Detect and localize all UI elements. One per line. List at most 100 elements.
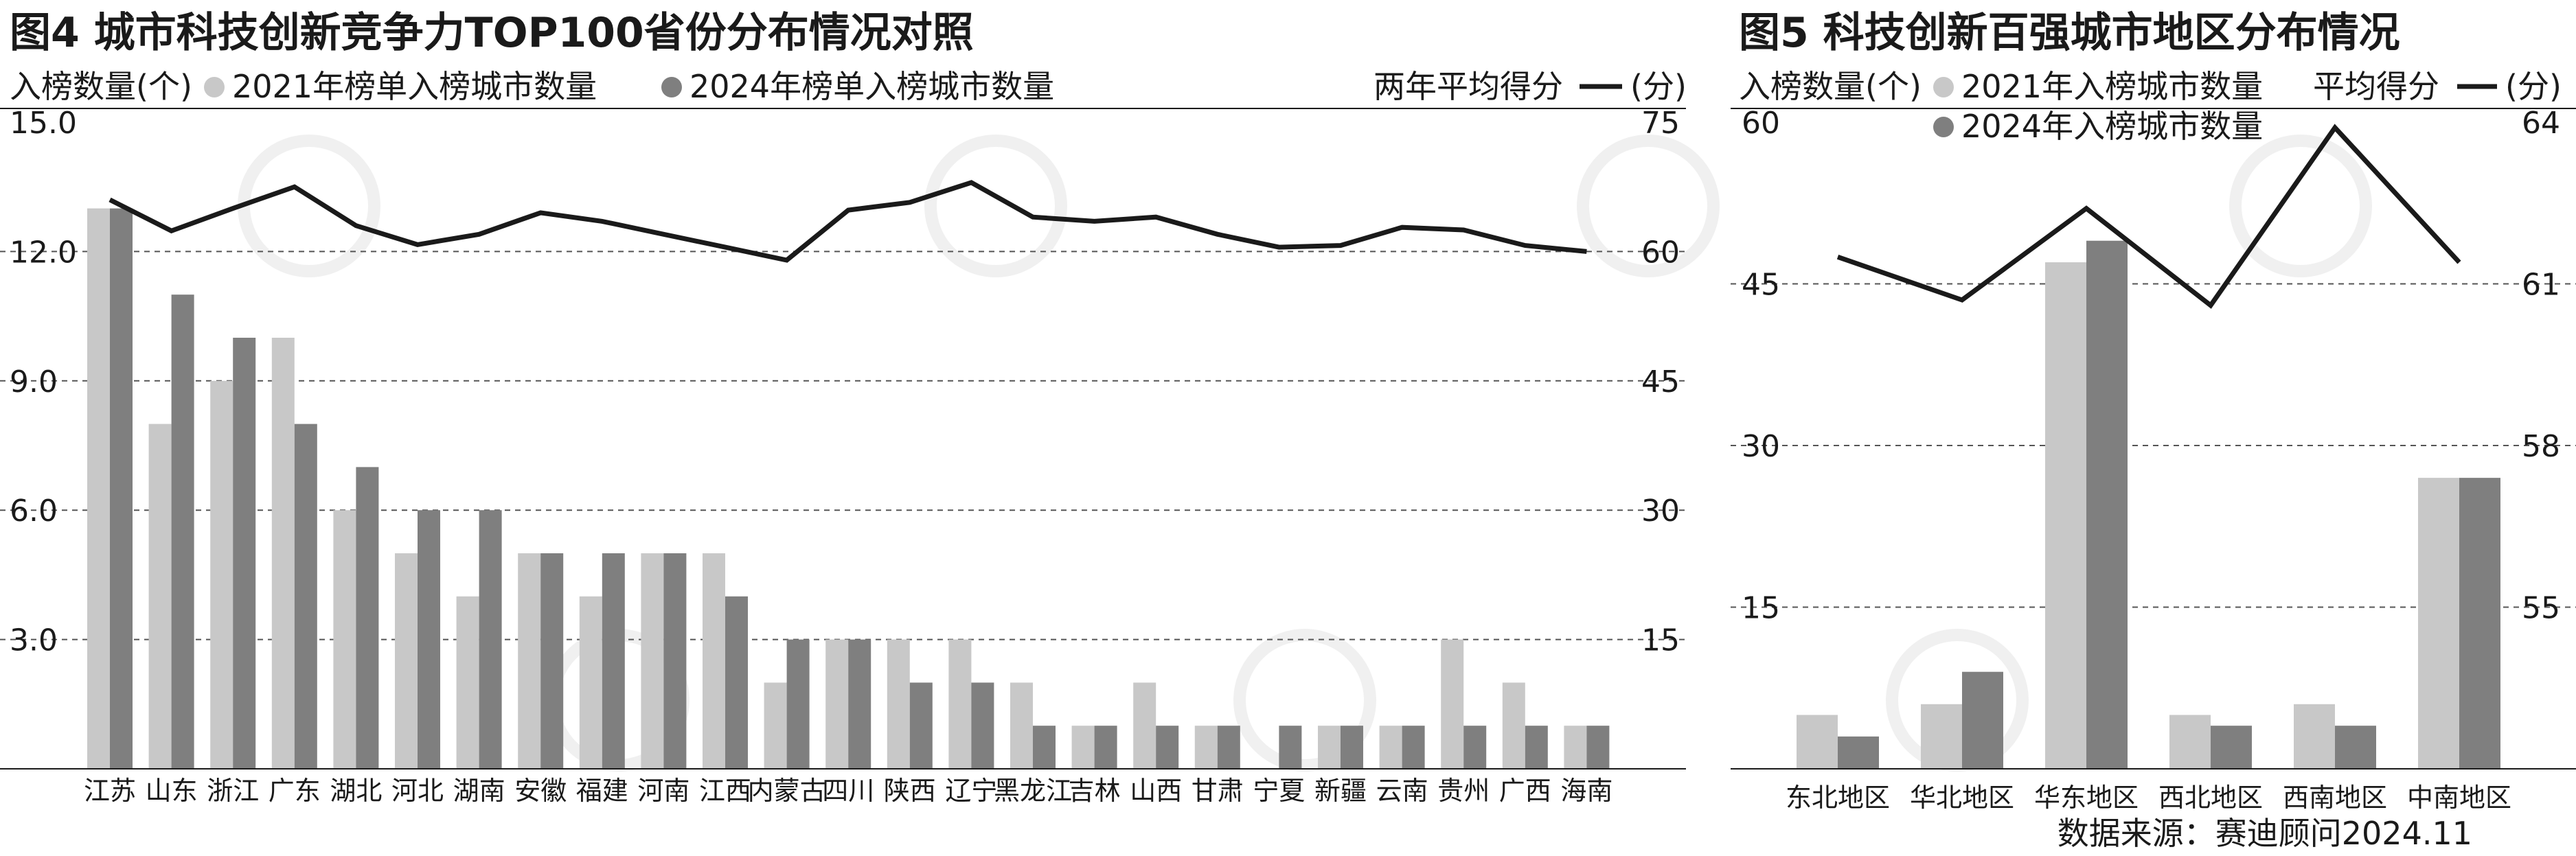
chart-2-score-line — [1836, 124, 2461, 309]
c1-category-label: 四川 — [822, 776, 874, 806]
c1-bar-2024 — [356, 467, 379, 769]
c2-right-tick-label: 58 — [2522, 429, 2560, 464]
c1-right-tick-label: 45 — [1641, 365, 1680, 400]
c2-left-tick-label: 60 — [1742, 106, 1780, 141]
c1-category-label: 内蒙古 — [748, 776, 826, 806]
c2-bar-2024 — [2211, 726, 2252, 769]
c1-category-label: 宁夏 — [1253, 776, 1305, 806]
c1-bar-2021 — [887, 639, 910, 769]
chart-1-legend-2021-swatch — [204, 77, 225, 97]
c1-bar-2024 — [971, 682, 994, 769]
c1-bar-2024 — [909, 682, 933, 769]
c1-category-label: 湖北 — [330, 776, 382, 806]
c1-right-tick-label: 30 — [1641, 494, 1680, 529]
c2-right-tick-label: 55 — [2522, 591, 2560, 626]
c1-bar-2021 — [456, 596, 479, 769]
c1-bar-2024 — [1156, 726, 1179, 769]
c1-right-tick-label: 15 — [1641, 623, 1680, 658]
chart-1-title: 图4 城市科技创新竞争力TOP100省份分布情况对照 — [10, 9, 974, 57]
c1-bar-2024 — [1525, 726, 1548, 769]
c1-bar-2021 — [1564, 726, 1587, 769]
c1-left-tick-label: 6.0 — [10, 494, 58, 529]
c2-bar-2021 — [2045, 262, 2086, 770]
source-note: 数据来源：赛迪顾问2024.11 — [2058, 815, 2472, 852]
c2-bar-2021 — [2294, 704, 2335, 769]
c1-bar-2024 — [1586, 726, 1610, 769]
c2-category-label: 东北地区 — [1786, 783, 1890, 813]
c2-bar-2021 — [1921, 704, 1962, 769]
chart-1-right-ticks: 15 30 45 60 75 — [1641, 106, 1680, 658]
c1-left-tick-label: 15.0 — [10, 106, 77, 141]
c1-bar-2021 — [703, 553, 725, 769]
chart-1: 图4 城市科技创新竞争力TOP100省份分布情况对照 入榜数量(个) 2021年… — [0, 9, 1687, 806]
c1-bar-2021 — [1379, 726, 1402, 769]
chart-1-score-line — [109, 180, 1587, 263]
c1-bar-2024 — [418, 510, 440, 769]
c1-bar-2021 — [333, 510, 356, 769]
c1-bar-2021 — [1318, 726, 1341, 769]
c2-category-label: 西北地区 — [2158, 783, 2263, 813]
c1-bar-2021 — [579, 596, 602, 769]
chart-2-legend-2024-swatch — [1933, 117, 1954, 137]
c1-bar-2021 — [210, 380, 233, 769]
c1-bar-2024 — [1341, 726, 1363, 769]
c2-left-tick-label: 45 — [1742, 268, 1780, 303]
c2-category-label: 西南地区 — [2283, 783, 2387, 813]
c1-bar-2024 — [663, 553, 687, 769]
c1-bar-2021 — [1502, 682, 1525, 769]
c1-category-label: 湖南 — [453, 776, 505, 806]
c1-bar-2021 — [825, 639, 849, 769]
chart-2-legend-2021-label: 2021年入榜城市数量 — [1961, 68, 2263, 105]
c1-category-label: 贵州 — [1437, 776, 1490, 806]
c1-category-label: 吉林 — [1069, 776, 1121, 806]
c1-category-label: 山东 — [146, 776, 198, 806]
chart-1-legend-2024-label: 2024年榜单入榜城市数量 — [689, 68, 1054, 105]
c2-left-tick-label: 15 — [1742, 591, 1780, 626]
c1-bar-2024 — [725, 596, 748, 769]
chart-1-left-axis-label: 入榜数量(个) — [10, 68, 192, 105]
c1-bar-2024 — [294, 424, 317, 769]
c1-bar-2021 — [641, 553, 664, 769]
c1-bar-2024 — [848, 639, 871, 769]
c1-bar-2024 — [602, 553, 625, 769]
c2-bar-2024 — [1962, 671, 2003, 769]
c2-bar-2021 — [1797, 715, 1838, 769]
c1-category-label: 河北 — [391, 776, 444, 806]
chart-2-left-ticks: 15 30 45 60 — [1742, 106, 1780, 626]
chart-2-bars — [1797, 240, 2500, 770]
c2-category-label: 华北地区 — [1910, 783, 2014, 813]
c1-bar-2024 — [1033, 726, 1056, 769]
c1-bar-2024 — [479, 510, 502, 769]
c2-score-polyline — [1836, 124, 2461, 309]
c1-category-label: 新疆 — [1314, 776, 1367, 806]
c1-category-label: 江西 — [699, 776, 751, 806]
c1-bar-2024 — [540, 553, 564, 769]
c1-category-label: 江苏 — [84, 776, 136, 806]
c1-bar-2024 — [171, 294, 194, 769]
c1-category-label: 海南 — [1560, 776, 1612, 806]
chart-1-left-ticks: 3.0 6.0 9.0 12.0 15.0 — [10, 106, 77, 658]
chart-2-left-axis-label: 入榜数量(个) — [1739, 68, 1922, 105]
c1-category-label: 广东 — [269, 776, 321, 806]
c1-bar-2024 — [1094, 726, 1117, 769]
c1-bar-2024 — [233, 338, 256, 769]
c2-category-label: 中南地区 — [2407, 783, 2511, 813]
chart-2-title: 图5 科技创新百强城市地区分布情况 — [1739, 9, 2400, 57]
c1-category-label: 河南 — [637, 776, 689, 806]
chart-2-legend-line-label: 平均得分 — [2313, 68, 2439, 105]
chart-1-legend-2021-label: 2021年榜单入榜城市数量 — [232, 68, 597, 105]
c1-category-label: 甘肃 — [1192, 776, 1244, 806]
c1-category-label: 黑龙江 — [994, 776, 1072, 806]
c2-bar-2021 — [2418, 478, 2459, 769]
c1-right-tick-label: 60 — [1641, 235, 1680, 270]
c1-category-label: 山西 — [1130, 776, 1182, 806]
c1-bar-2021 — [148, 424, 172, 769]
chart-1-bars — [87, 208, 1610, 770]
c1-bar-2021 — [1010, 682, 1033, 769]
c1-bar-2021 — [87, 208, 110, 770]
c1-left-tick-label: 3.0 — [10, 623, 58, 658]
chart-2-legend-2021-swatch — [1933, 77, 1954, 97]
c2-bar-2024 — [2086, 240, 2128, 769]
